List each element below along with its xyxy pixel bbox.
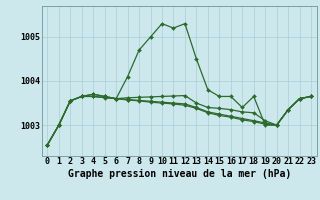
X-axis label: Graphe pression niveau de la mer (hPa): Graphe pression niveau de la mer (hPa): [68, 169, 291, 179]
